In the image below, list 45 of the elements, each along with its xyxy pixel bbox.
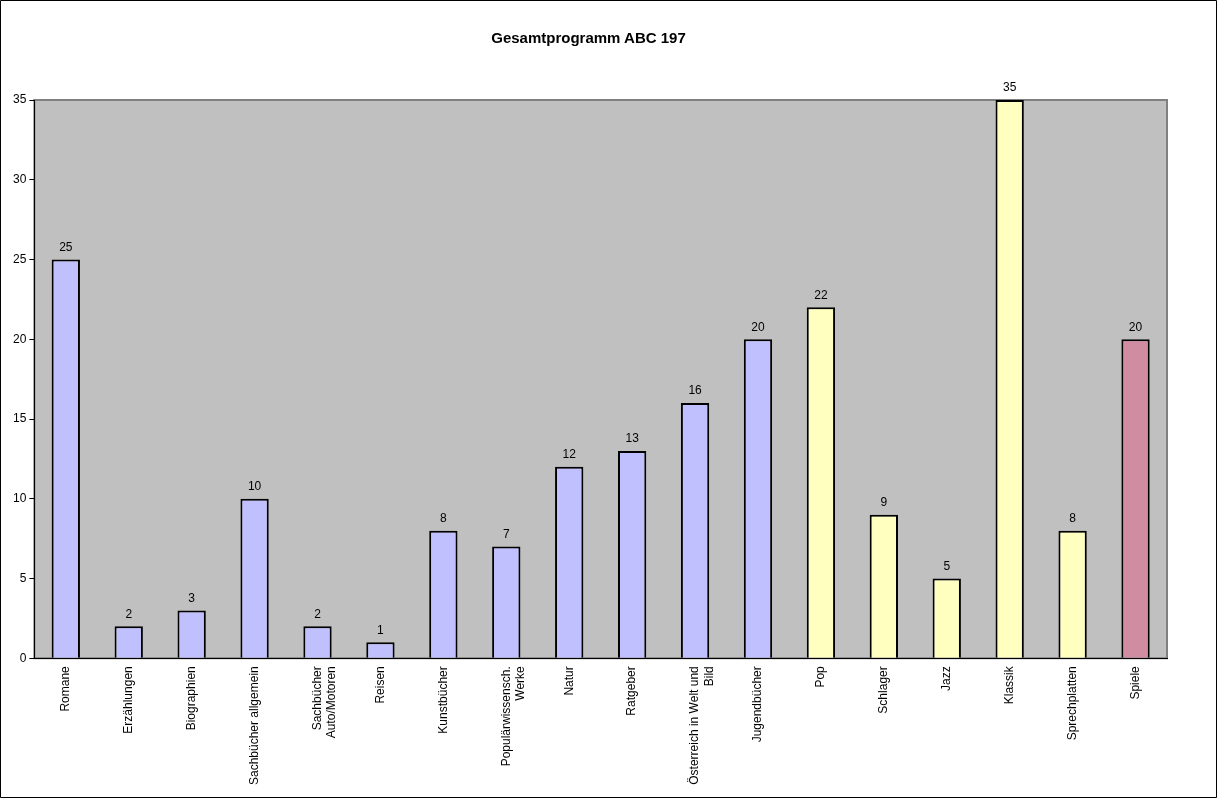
x-tick-label: Sachbücher allgemein [246, 666, 261, 786]
x-tick-label: Pop [813, 665, 828, 688]
x-tick-label: Natur [561, 666, 576, 696]
x-tick-label: Sprechplatten [1064, 666, 1079, 741]
data-label: 25 [59, 239, 73, 254]
data-label: 20 [751, 319, 765, 334]
x-tick-label: Erzählungen [121, 666, 136, 734]
x-tick-label: Biographien [183, 666, 198, 731]
x-tick-label: Klassik [1002, 665, 1016, 705]
y-tick-label: 15 [12, 411, 27, 426]
data-label: 35 [1003, 80, 1017, 95]
x-tick-label: Österreich in Welt und Bild [687, 666, 716, 785]
x-tick-label: Jugendbücher [750, 666, 765, 743]
data-label: 12 [562, 447, 577, 462]
y-tick-label: 25 [12, 251, 27, 266]
x-tick-label: Jazz [939, 666, 954, 691]
x-tick-label: Romane [58, 665, 73, 712]
data-label: 20 [1128, 319, 1143, 334]
x-tick-label: Ratgeber [624, 666, 639, 716]
data-label: 13 [625, 431, 640, 446]
data-label: 3 [188, 590, 196, 605]
x-tick-label: Schlager [876, 666, 891, 714]
y-tick-label: 5 [19, 570, 27, 585]
x-tick-label: Populärwissensch. Werke [498, 665, 527, 767]
y-tick-label: 30 [12, 172, 27, 187]
y-tick-label: 20 [12, 331, 27, 346]
data-label: 10 [247, 479, 262, 494]
x-tick-label: Sachbücher Auto/Motoren [309, 666, 339, 739]
chart-title: Gesamtprogramm ABC 197 [491, 29, 686, 47]
data-label: 7 [502, 526, 510, 541]
data-label: 8 [1069, 510, 1077, 525]
data-label: 1 [377, 622, 385, 637]
data-label: 2 [314, 606, 322, 621]
data-label: 22 [814, 287, 828, 302]
x-tick-label: Kunstbücher [435, 666, 450, 734]
data-label: 8 [440, 510, 448, 525]
data-label: 2 [125, 606, 133, 621]
x-tick-label: Reisen [372, 666, 387, 704]
y-tick-label: 10 [12, 491, 27, 506]
y-tick-label: 35 [12, 92, 27, 107]
x-tick-label: Spiele [1127, 665, 1142, 700]
y-tick-label: 0 [19, 650, 27, 665]
data-label: 5 [943, 558, 951, 573]
data-label: 16 [688, 383, 703, 398]
data-label: 9 [880, 495, 888, 510]
